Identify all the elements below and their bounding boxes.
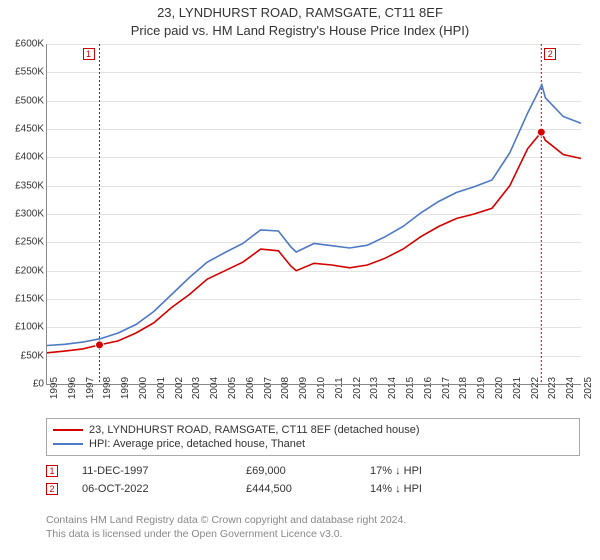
transaction-price: £444,500 — [246, 483, 346, 495]
legend-row-hpi: HPI: Average price, detached house, Than… — [53, 437, 573, 451]
title-line1: 23, LYNDHURST ROAD, RAMSGATE, CT11 8EF — [0, 4, 600, 22]
y-tick-label: £150K — [4, 294, 44, 305]
footer-line2: This data is licensed under the Open Gov… — [46, 528, 580, 542]
footer-line1: Contains HM Land Registry data © Crown c… — [46, 514, 580, 528]
y-tick-label: £550K — [4, 67, 44, 78]
transaction-pct: 14% ↓ HPI — [370, 483, 490, 495]
y-tick-label: £300K — [4, 209, 44, 220]
x-tick-label: 2025 — [583, 377, 594, 399]
legend-row-price: 23, LYNDHURST ROAD, RAMSGATE, CT11 8EF (… — [53, 423, 573, 437]
chart-title: 23, LYNDHURST ROAD, RAMSGATE, CT11 8EF P… — [0, 0, 600, 39]
legend: 23, LYNDHURST ROAD, RAMSGATE, CT11 8EF (… — [46, 418, 580, 456]
transaction-row: 1 11-DEC-1997 £69,000 17% ↓ HPI — [46, 462, 580, 480]
y-tick-label: £200K — [4, 265, 44, 276]
transaction-date: 11-DEC-1997 — [82, 465, 222, 477]
transaction-date: 06-OCT-2022 — [82, 483, 222, 495]
y-tick-label: £400K — [4, 152, 44, 163]
y-tick-label: £450K — [4, 124, 44, 135]
plot-svg — [47, 44, 581, 384]
series-hpi — [47, 85, 581, 346]
transaction-price: £69,000 — [246, 465, 346, 477]
transaction-row: 2 06-OCT-2022 £444,500 14% ↓ HPI — [46, 480, 580, 498]
legend-swatch-price — [53, 429, 83, 431]
chart-marker-1: 1 — [83, 48, 95, 60]
transaction-marker: 1 — [46, 465, 58, 477]
y-tick-label: £0 — [4, 379, 44, 390]
transaction-marker: 2 — [46, 483, 58, 495]
chart-container: 23, LYNDHURST ROAD, RAMSGATE, CT11 8EF P… — [0, 0, 600, 560]
plot-area — [46, 44, 581, 385]
title-line2: Price paid vs. HM Land Registry's House … — [0, 22, 600, 40]
legend-swatch-hpi — [53, 443, 83, 445]
y-tick-label: £50K — [4, 350, 44, 361]
chart-marker-2: 2 — [544, 48, 556, 60]
y-tick-label: £600K — [4, 39, 44, 50]
y-tick-label: £250K — [4, 237, 44, 248]
transactions-table: 1 11-DEC-1997 £69,000 17% ↓ HPI 2 06-OCT-2022… — [46, 462, 580, 498]
y-tick-label: £350K — [4, 180, 44, 191]
y-tick-label: £500K — [4, 95, 44, 106]
y-tick-label: £100K — [4, 322, 44, 333]
legend-label-price: 23, LYNDHURST ROAD, RAMSGATE, CT11 8EF (… — [89, 424, 420, 436]
footer: Contains HM Land Registry data © Crown c… — [46, 514, 580, 541]
legend-label-hpi: HPI: Average price, detached house, Than… — [89, 438, 305, 450]
transaction-pct: 17% ↓ HPI — [370, 465, 490, 477]
